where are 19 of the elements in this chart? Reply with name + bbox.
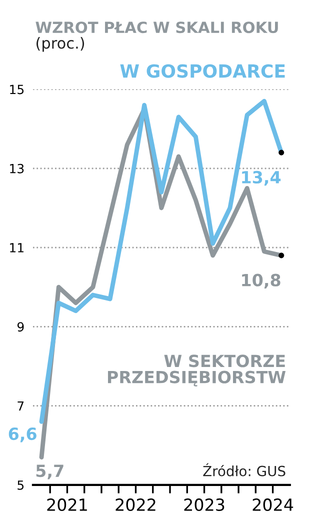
data-label: 13,4 [242, 170, 281, 186]
chart-subtitle: (proc.) [36, 36, 84, 52]
text: W SEKTORZE PRZEDSIĘBIORSTW [108, 354, 286, 386]
data-label: 6,6 [8, 427, 36, 442]
x-tick-label: 2024 [252, 498, 294, 512]
data-label: 5,7 [36, 464, 64, 480]
x-tick-label: 2021 [47, 498, 87, 512]
y-tick-label: 15 [10, 84, 24, 94]
series-label: W GOSPODARCE [120, 64, 285, 78]
chart-title: WZROT PŁAC W SKALI ROKU [36, 22, 278, 34]
x-tick-label: 2022 [116, 498, 156, 512]
y-tick-label: 11 [10, 243, 24, 252]
y-tick-label: 13 [10, 164, 24, 174]
x-tick-label: 2023 [184, 498, 224, 512]
y-tick-label: 5 [18, 480, 24, 490]
y-tick-label: 9 [17, 322, 24, 332]
y-tick-label: 7 [18, 401, 24, 411]
data-label: 10,8 [242, 274, 280, 289]
annotation: Źródło: GUS [203, 463, 286, 476]
